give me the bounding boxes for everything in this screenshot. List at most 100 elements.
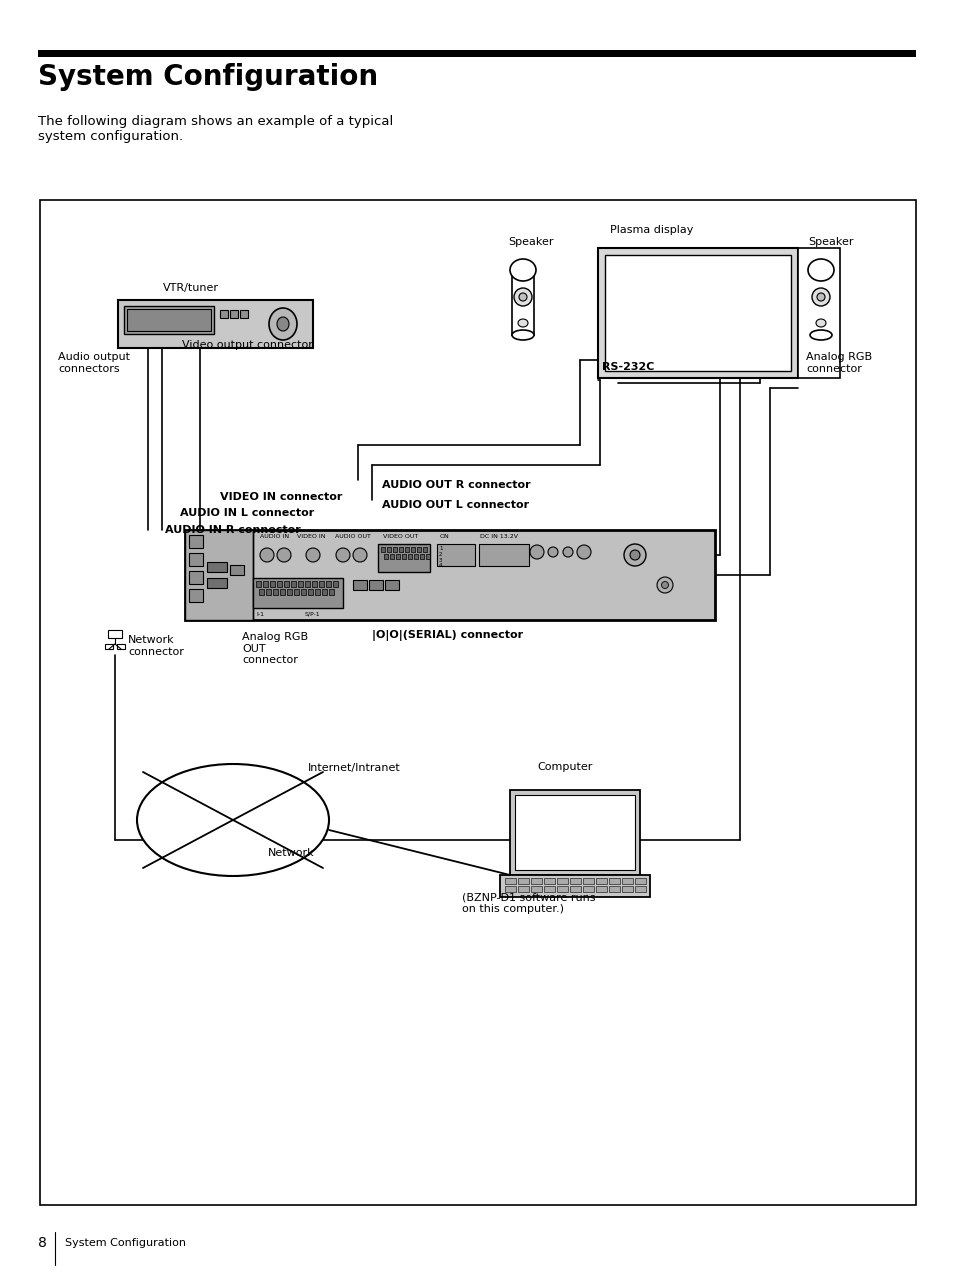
Bar xyxy=(596,887,606,892)
Ellipse shape xyxy=(547,547,558,557)
Bar xyxy=(387,547,391,552)
Text: Speaker: Speaker xyxy=(507,237,553,247)
Bar xyxy=(582,878,594,884)
Bar xyxy=(40,200,915,1205)
Bar xyxy=(582,887,594,892)
Bar xyxy=(408,555,412,558)
Text: VTR/tuner: VTR/tuner xyxy=(163,282,219,293)
Bar xyxy=(258,589,264,595)
Bar xyxy=(369,580,382,590)
Bar xyxy=(284,581,289,586)
Text: VIDEO IN: VIDEO IN xyxy=(296,534,325,539)
Bar xyxy=(377,544,430,572)
Bar xyxy=(353,580,367,590)
Ellipse shape xyxy=(269,308,296,340)
Ellipse shape xyxy=(562,547,573,557)
Ellipse shape xyxy=(657,577,672,593)
Bar xyxy=(189,589,203,602)
Bar xyxy=(185,530,253,619)
Bar xyxy=(240,310,248,318)
Ellipse shape xyxy=(514,287,532,307)
Bar xyxy=(189,553,203,566)
Bar xyxy=(270,581,274,586)
Bar xyxy=(395,555,399,558)
Ellipse shape xyxy=(306,548,319,562)
Bar xyxy=(414,555,417,558)
Bar xyxy=(621,878,633,884)
Text: ON: ON xyxy=(439,534,449,539)
Bar xyxy=(185,530,714,619)
Bar xyxy=(531,878,541,884)
Ellipse shape xyxy=(276,317,289,331)
Bar xyxy=(478,544,529,566)
Bar xyxy=(393,547,396,552)
Text: 8: 8 xyxy=(38,1236,47,1250)
Text: AUDIO OUT R connector: AUDIO OUT R connector xyxy=(381,480,530,490)
Text: (BZNP-D1 software runs
on this computer.): (BZNP-D1 software runs on this computer.… xyxy=(461,892,595,913)
Bar xyxy=(557,878,567,884)
Ellipse shape xyxy=(512,329,534,340)
Ellipse shape xyxy=(815,319,825,327)
Bar xyxy=(419,555,423,558)
Bar xyxy=(635,878,645,884)
Bar xyxy=(797,248,840,378)
Bar xyxy=(230,565,244,575)
Bar xyxy=(390,555,394,558)
Text: VIDEO OUT: VIDEO OUT xyxy=(382,534,417,539)
Bar xyxy=(220,310,228,318)
Text: AUDIO OUT: AUDIO OUT xyxy=(335,534,371,539)
Ellipse shape xyxy=(335,548,350,562)
Bar xyxy=(117,644,125,649)
Bar xyxy=(322,589,327,595)
Text: Network: Network xyxy=(268,848,314,859)
Text: RS-232C: RS-232C xyxy=(601,363,654,371)
Bar xyxy=(598,248,797,378)
Bar xyxy=(280,589,285,595)
Bar xyxy=(510,790,639,875)
Text: S/P-1: S/P-1 xyxy=(305,612,320,617)
Bar xyxy=(118,300,313,349)
Bar xyxy=(543,887,555,892)
Bar xyxy=(416,547,420,552)
Bar xyxy=(312,581,316,586)
Text: AUDIO IN: AUDIO IN xyxy=(260,534,289,539)
Bar xyxy=(297,581,303,586)
Text: System Configuration: System Configuration xyxy=(65,1238,186,1248)
Ellipse shape xyxy=(577,544,590,558)
Bar xyxy=(517,887,529,892)
Bar xyxy=(314,589,319,595)
Ellipse shape xyxy=(260,548,274,562)
Bar xyxy=(608,887,619,892)
Bar xyxy=(621,887,633,892)
Bar xyxy=(291,581,295,586)
Ellipse shape xyxy=(811,287,829,307)
Bar xyxy=(809,270,831,335)
Bar xyxy=(294,589,298,595)
Text: AUDIO IN L connector: AUDIO IN L connector xyxy=(180,508,314,518)
Ellipse shape xyxy=(518,293,526,301)
Bar xyxy=(326,581,331,586)
Bar xyxy=(385,580,398,590)
Text: I-1: I-1 xyxy=(255,612,264,617)
Bar xyxy=(515,795,635,870)
Bar xyxy=(276,581,282,586)
Bar xyxy=(504,878,516,884)
Bar xyxy=(108,630,122,639)
Ellipse shape xyxy=(353,548,367,562)
Bar xyxy=(263,581,268,586)
Text: The following diagram shows an example of a typical
system configuration.: The following diagram shows an example o… xyxy=(38,114,393,142)
Bar xyxy=(531,887,541,892)
Bar xyxy=(426,555,430,558)
Bar xyxy=(517,878,529,884)
Bar xyxy=(401,555,406,558)
Bar xyxy=(287,589,292,595)
Text: Internet/Intranet: Internet/Intranet xyxy=(308,763,400,773)
Bar xyxy=(207,577,227,588)
Bar xyxy=(318,581,324,586)
Bar xyxy=(499,875,649,897)
Bar xyxy=(127,309,211,331)
Text: |O|O|(SERIAL) connector: |O|O|(SERIAL) connector xyxy=(372,630,522,641)
Text: Plasma display: Plasma display xyxy=(609,225,693,235)
Bar xyxy=(189,536,203,548)
Bar xyxy=(569,887,580,892)
